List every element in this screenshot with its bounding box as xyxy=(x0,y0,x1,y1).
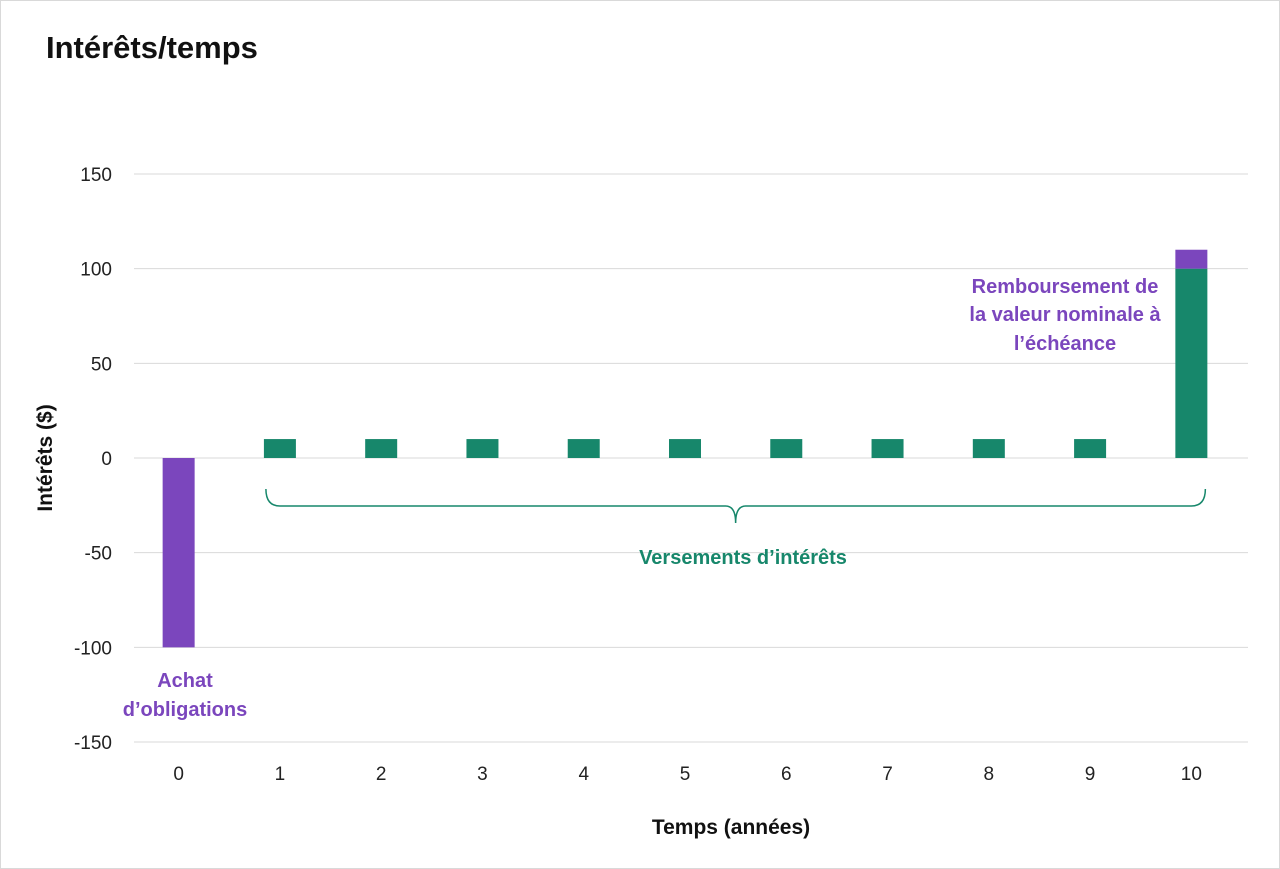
bar-interest xyxy=(871,439,904,458)
bar-interest xyxy=(263,439,296,458)
bar-interest xyxy=(466,439,499,458)
repayment-annotation-line-3: l’échéance xyxy=(1014,333,1116,355)
bar-interest xyxy=(972,439,1005,458)
purchase-annotation-line-2: d’obligations xyxy=(123,699,247,721)
x-axis-title: Temps (années) xyxy=(652,816,810,839)
bar-interest xyxy=(365,439,398,458)
x-tick-labels: 0 1 2 3 4 5 6 7 8 9 10 xyxy=(173,764,1202,785)
gridlines xyxy=(134,173,1248,743)
y-tick-label: 50 xyxy=(91,354,112,375)
y-tick-label: 0 xyxy=(101,449,112,470)
bar-purchase xyxy=(162,458,195,648)
chart-title: Intérêts/temps xyxy=(46,30,258,65)
x-tick-label: 9 xyxy=(1085,764,1096,785)
x-tick-label: 1 xyxy=(275,764,286,785)
y-tick-label: -50 xyxy=(85,544,112,565)
x-tick-label: 10 xyxy=(1181,764,1202,785)
x-tick-label: 4 xyxy=(578,764,589,785)
bar-interest xyxy=(770,439,803,458)
y-axis-title: Intérêts ($) xyxy=(34,404,57,511)
y-tick-label: 150 xyxy=(80,165,112,186)
x-tick-label: 7 xyxy=(882,764,893,785)
x-tick-label: 2 xyxy=(376,764,387,785)
y-tick-label: 100 xyxy=(80,260,112,281)
payments-bracket xyxy=(265,488,1207,524)
bar-interest xyxy=(567,439,600,458)
y-tick-label: -100 xyxy=(74,638,112,659)
payments-annotation: Versements d’intérêts xyxy=(639,547,847,569)
x-tick-label: 6 xyxy=(781,764,792,785)
repayment-annotation-line-1: Remboursement de xyxy=(972,276,1159,298)
x-tick-label: 8 xyxy=(984,764,995,785)
repayment-annotation-line-2: la valeur nominale à xyxy=(969,304,1161,326)
x-tick-label: 0 xyxy=(173,764,184,785)
bar-interest xyxy=(1175,268,1208,458)
x-tick-label: 5 xyxy=(680,764,691,785)
bar-interest xyxy=(669,439,701,458)
bar-interest xyxy=(1074,439,1107,458)
x-tick-label: 3 xyxy=(477,764,488,785)
y-tick-labels: 150 100 50 0 -50 -100 -150 xyxy=(74,165,112,754)
bars xyxy=(162,249,1208,648)
purchase-annotation-line-1: Achat xyxy=(157,670,213,692)
y-tick-label: -150 xyxy=(74,733,112,754)
bar-purchase xyxy=(1175,249,1208,269)
